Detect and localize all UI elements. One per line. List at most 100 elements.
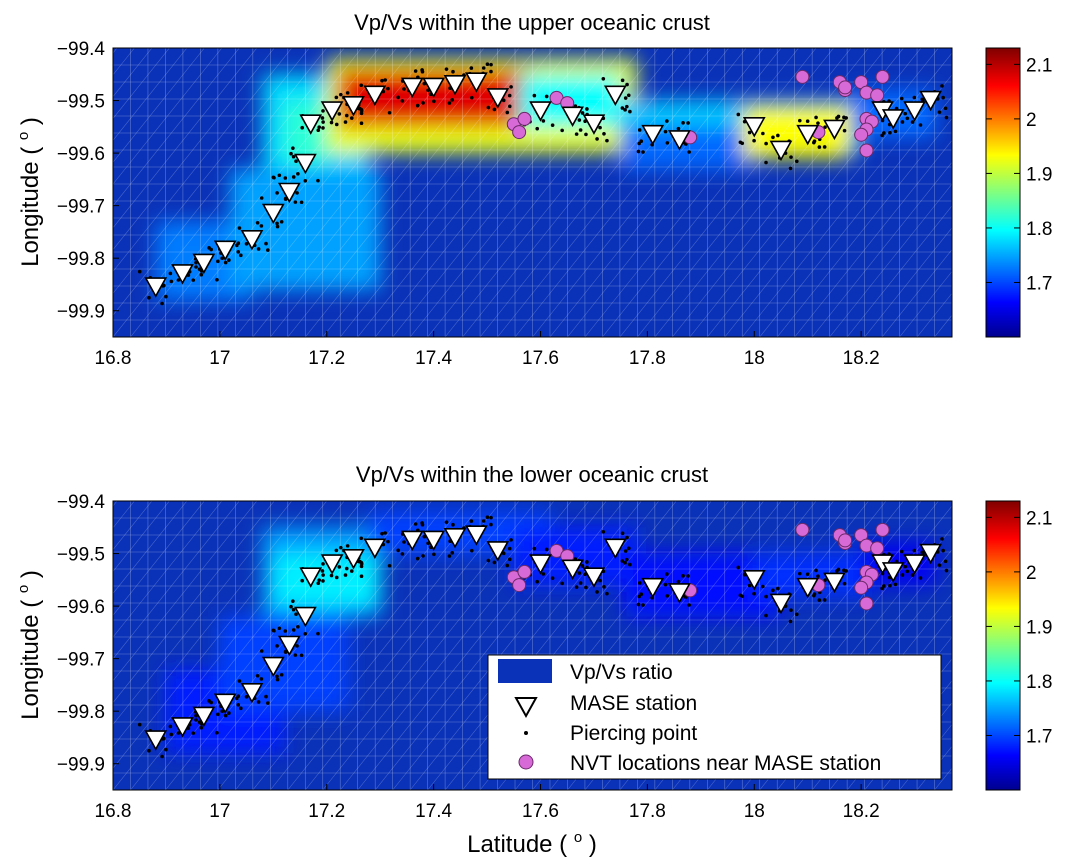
piercing-point: [776, 586, 780, 591]
top-panel-title: Vp/Vs within the upper oceanic crust: [354, 10, 710, 35]
piercing-point: [321, 109, 325, 113]
piercing-point: [605, 591, 609, 596]
grid-diagonal: [287, 48, 520, 337]
bottom-plot-frame: [112, 500, 953, 791]
piercing-point: [641, 603, 645, 607]
piercing-point: [900, 120, 905, 124]
top-plot-frame: [112, 47, 953, 338]
nvt-marker: [870, 88, 885, 103]
piercing-point: [812, 139, 817, 143]
piercing-point: [795, 612, 799, 617]
x-tick-label: 18.2: [843, 348, 880, 369]
grid-diagonal: [113, 501, 258, 682]
piercing-point: [481, 66, 486, 70]
grid-diagonal: [113, 501, 223, 638]
grid-diagonal: [113, 501, 240, 660]
piercing-point: [413, 69, 418, 73]
piercing-point: [814, 115, 818, 120]
piercing-point: [329, 573, 334, 578]
piercing-point: [400, 552, 405, 556]
y-tick-label: −99.9: [57, 755, 105, 776]
piercing-point: [413, 522, 418, 526]
station-marker: [277, 635, 301, 657]
piercing-point: [321, 579, 325, 583]
nvt-marker: [795, 522, 810, 537]
piercing-point: [469, 66, 474, 70]
piercing-point: [788, 166, 793, 171]
piercing-point: [255, 220, 260, 225]
piercing-point: [505, 110, 510, 115]
grid-diagonal: [113, 48, 275, 251]
piercing-point: [316, 631, 320, 636]
piercing-point: [450, 551, 455, 555]
piercing-point: [663, 129, 668, 134]
piercing-point: [764, 160, 768, 165]
station-marker: [261, 203, 285, 225]
grid-diagonal: [287, 501, 520, 790]
y-tick-label: −99.4: [57, 39, 106, 60]
station-marker: [144, 277, 168, 298]
grid-diagonal: [113, 501, 188, 594]
piercing-point: [943, 106, 948, 111]
x-tick-label: 18: [744, 348, 765, 369]
legend-swatch-point: [524, 731, 528, 735]
nvt-marker: [859, 143, 874, 158]
x-tick-label: 17.6: [522, 348, 559, 369]
grid-diagonal: [235, 501, 467, 790]
piercing-point: [628, 109, 632, 114]
grid-diagonal: [514, 48, 747, 337]
piercing-point: [580, 111, 585, 115]
piercing-point: [359, 564, 364, 569]
piercing-point: [470, 95, 474, 100]
grid-diagonal: [130, 501, 362, 790]
piercing-point: [625, 104, 629, 109]
piercing-point: [676, 579, 681, 584]
piercing-point: [236, 250, 241, 254]
station-marker: [171, 717, 194, 738]
piercing-point: [585, 107, 589, 111]
piercing-point: [194, 713, 198, 718]
piercing-point: [489, 69, 493, 74]
grid-diagonal: [1057, 48, 1070, 337]
x-tick-label: 17: [209, 348, 230, 369]
piercing-point: [598, 578, 602, 583]
nvt-marker: [854, 127, 869, 142]
grid-diagonal: [811, 161, 952, 337]
piercing-point: [343, 573, 348, 577]
top-nvt-markers: [506, 69, 890, 158]
piercing-point: [380, 531, 384, 536]
piercing-point: [300, 578, 305, 583]
piercing-point: [216, 712, 220, 717]
piercing-point: [259, 224, 264, 228]
piercing-point: [137, 269, 142, 274]
bottom-colorbar-ticks: 1.7 1.8 1.9 2 2.1: [986, 508, 1052, 747]
piercing-point: [905, 116, 910, 121]
piercing-point: [637, 128, 642, 132]
piercing-point: [329, 120, 334, 125]
piercing-point: [256, 247, 261, 251]
piercing-point: [168, 724, 173, 729]
piercing-point: [771, 588, 775, 593]
grid-diagonal: [113, 48, 258, 229]
piercing-point: [681, 121, 685, 125]
x-tick-label: 18.2: [843, 801, 880, 822]
piercing-point: [244, 241, 249, 246]
piercing-point: [636, 149, 641, 154]
grid-diagonal: [130, 48, 362, 337]
piercing-point: [275, 224, 280, 229]
piercing-point: [289, 604, 293, 609]
piercing-point: [747, 130, 752, 135]
piercing-point: [337, 565, 342, 569]
piercing-point: [194, 265, 198, 269]
piercing-point: [918, 576, 923, 580]
grid-diagonal: [217, 48, 450, 337]
grid-diagonal: [899, 270, 952, 337]
piercing-point: [199, 725, 204, 730]
piercing-point: [256, 700, 261, 704]
piercing-point: [194, 260, 198, 265]
nvt-marker: [870, 541, 885, 556]
piercing-point: [550, 576, 555, 580]
piercing-point: [910, 120, 915, 124]
piercing-point: [595, 590, 599, 594]
piercing-point: [505, 563, 510, 568]
